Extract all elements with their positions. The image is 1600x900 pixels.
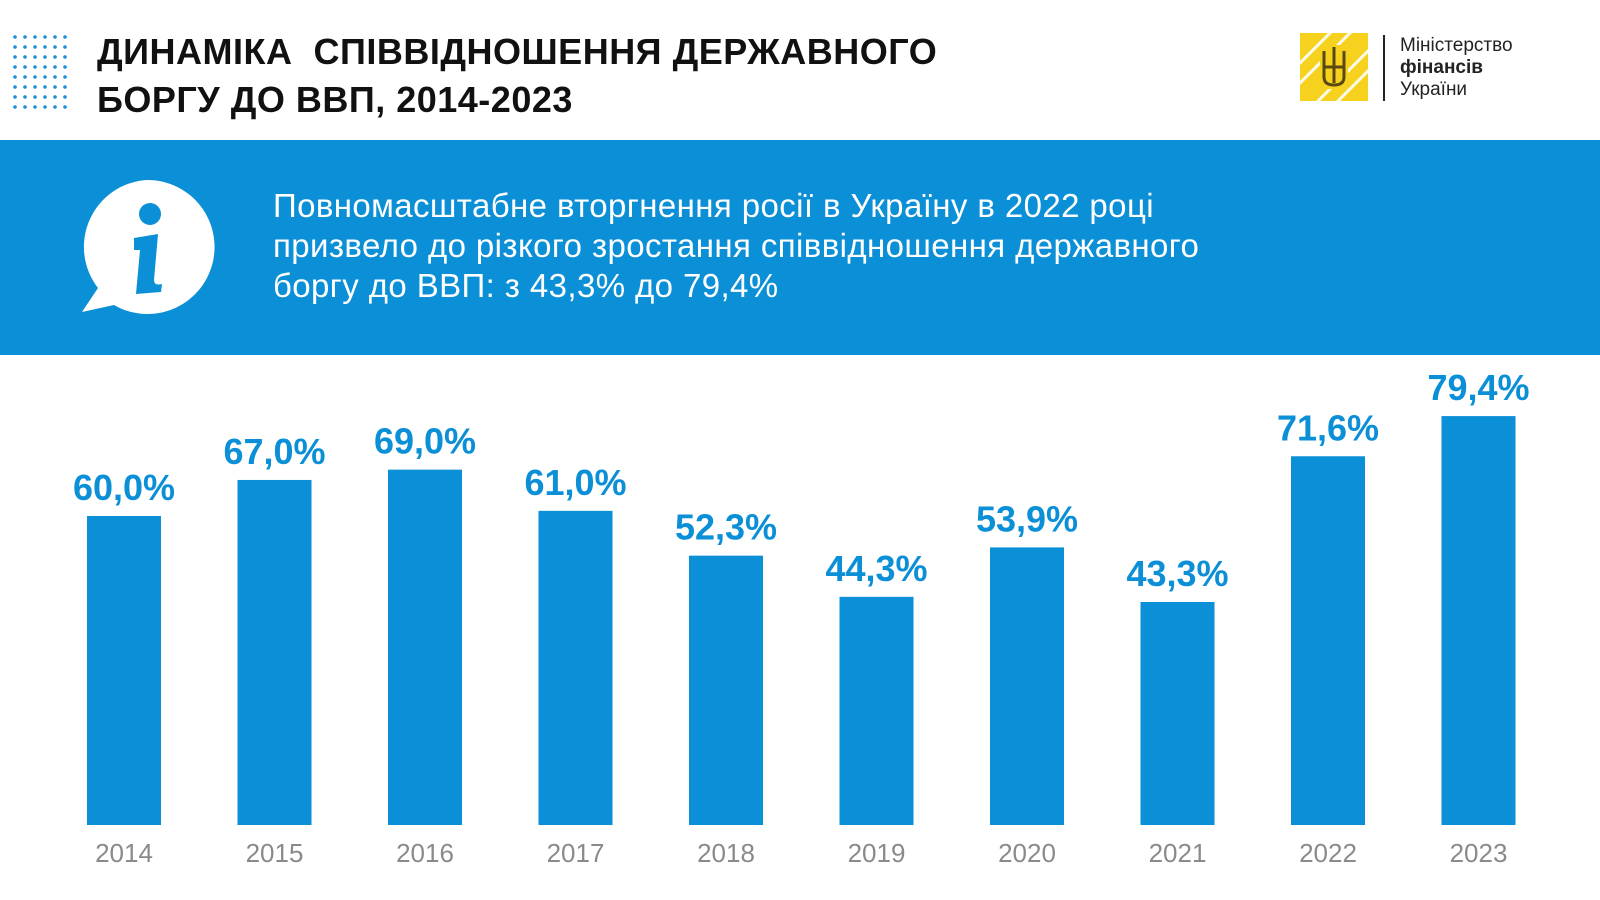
data-label-2016: 69,0%	[374, 421, 476, 462]
x-tick-label-2014: 2014	[95, 838, 153, 868]
data-label-2018: 52,3%	[675, 507, 777, 548]
data-label-2021: 43,3%	[1126, 553, 1228, 594]
x-tick-label-2022: 2022	[1299, 838, 1357, 868]
page-title-line-1: ДИНАМІКА СПІВВІДНОШЕННЯ ДЕРЖАВНОГО	[97, 28, 1197, 76]
bar-2019	[840, 597, 914, 825]
x-tick-label-2021: 2021	[1149, 838, 1207, 868]
info-banner: Повномасштабне вторгнення росії в Україн…	[0, 140, 1600, 355]
bar-2020	[990, 547, 1064, 825]
logo-text-line-1: Міністерство	[1400, 35, 1513, 57]
bar-2014	[87, 516, 161, 825]
x-tick-label-2020: 2020	[998, 838, 1056, 868]
data-label-2020: 53,9%	[976, 498, 1078, 539]
bar-2018	[689, 556, 763, 825]
data-label-2014: 60,0%	[73, 467, 175, 508]
banner-text-line-1: Повномасштабне вторгнення росії в Україн…	[273, 186, 1563, 226]
x-tick-label-2019: 2019	[848, 838, 906, 868]
bar-2023	[1442, 416, 1516, 825]
logo-divider	[1383, 35, 1385, 101]
decorative-dots	[10, 32, 70, 110]
logo-text-line-2: фінансів	[1400, 57, 1513, 79]
banner-text-line-2: призвело до різкого зростання співвіднош…	[273, 226, 1563, 266]
bar-2017	[539, 511, 613, 825]
bar-2022	[1291, 456, 1365, 825]
data-label-2019: 44,3%	[825, 548, 927, 589]
info-bubble-icon	[76, 176, 218, 318]
banner-text-line-3: боргу до ВВП: з 43,3% до 79,4%	[273, 266, 1563, 306]
ministry-logo: Міністерство фінансів України	[1300, 33, 1560, 103]
x-tick-label-2018: 2018	[697, 838, 755, 868]
bar-2021	[1141, 602, 1215, 825]
data-label-2015: 67,0%	[223, 431, 325, 472]
x-tick-label-2016: 2016	[396, 838, 454, 868]
page-title: ДИНАМІКА СПІВВІДНОШЕННЯ ДЕРЖАВНОГО БОРГУ…	[97, 28, 1197, 124]
x-tick-label-2017: 2017	[547, 838, 605, 868]
logo-text-line-3: України	[1400, 79, 1513, 101]
data-label-2017: 61,0%	[524, 462, 626, 503]
logo-text: Міністерство фінансів України	[1400, 35, 1513, 101]
debt-to-gdp-bar-chart: 60,0% 2014 67,0% 2015 69,0% 2016 61,0% 2017 52,3…	[0, 355, 1600, 900]
bar-2015	[238, 480, 312, 825]
page-title-line-2: БОРГУ ДО ВВП, 2014-2023	[97, 76, 1197, 124]
bar-2016	[388, 470, 462, 825]
trident-emblem-icon	[1300, 33, 1368, 101]
banner-text: Повномасштабне вторгнення росії в Україн…	[273, 186, 1563, 306]
data-label-2023: 79,4%	[1427, 367, 1529, 408]
data-label-2022: 71,6%	[1277, 407, 1379, 448]
x-tick-label-2023: 2023	[1450, 838, 1508, 868]
x-tick-label-2015: 2015	[246, 838, 304, 868]
